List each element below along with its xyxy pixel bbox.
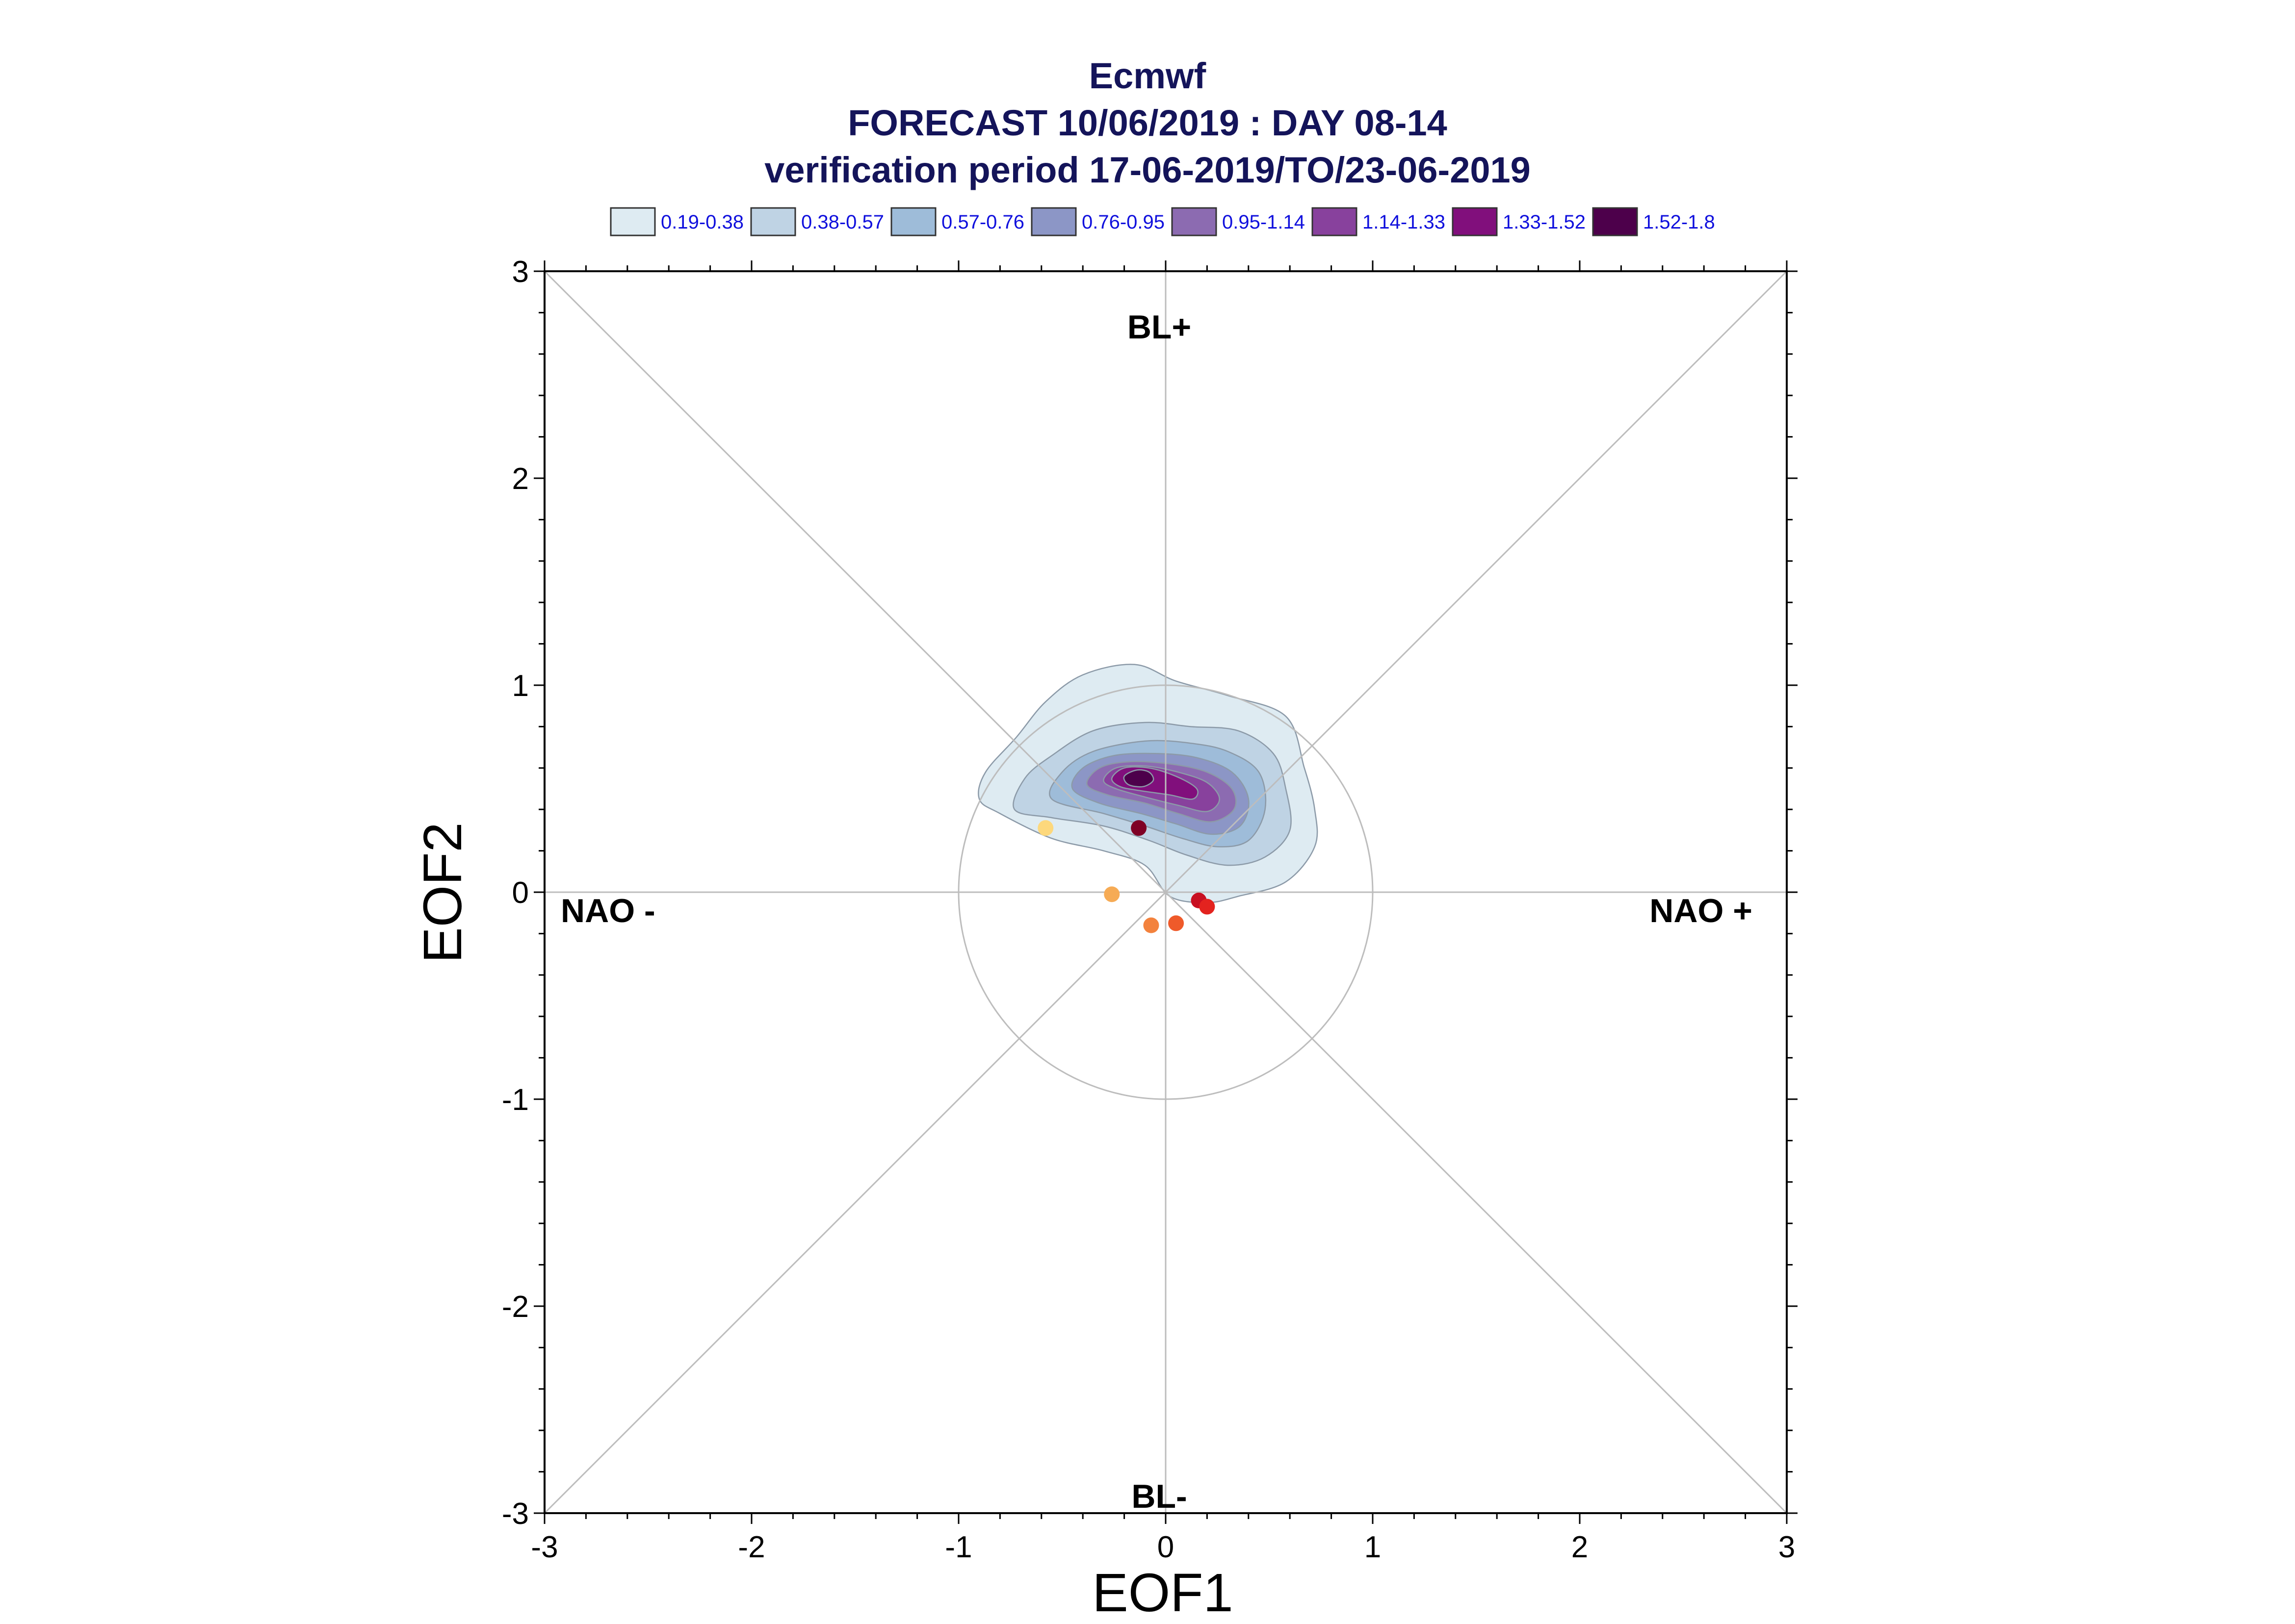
legend-swatch	[750, 207, 796, 236]
density-contours	[978, 664, 1318, 903]
y-tick-label: 1	[512, 669, 529, 703]
legend-swatch	[1031, 207, 1077, 236]
x-tick-label: 0	[1157, 1530, 1174, 1564]
legend-label: 1.52-1.8	[1643, 211, 1715, 233]
y-tick-label: -1	[502, 1083, 529, 1117]
legend: 0.19-0.38 0.38-0.57 0.57-0.76 0.76-0.95 0.95…	[610, 207, 1715, 236]
legend-label: 1.33-1.52	[1503, 211, 1586, 233]
unit-circle	[958, 684, 1374, 1100]
x-tick-label: 1	[1364, 1530, 1381, 1564]
legend-label: 1.14-1.33	[1362, 211, 1445, 233]
region-label-nao-plus: NAO +	[1649, 892, 1752, 929]
y-axis-title: EOF2	[413, 822, 473, 963]
density-contour	[1123, 769, 1154, 788]
legend-swatch	[890, 207, 937, 236]
region-label-nao-minus: NAO -	[561, 892, 655, 929]
reference-guides	[544, 270, 1788, 1514]
member-point	[1104, 886, 1120, 902]
member-point	[1038, 820, 1054, 836]
x-tick-label: 3	[1778, 1530, 1795, 1564]
chart-title-line-1: Ecmwf	[1089, 55, 1206, 96]
region-label-bl-minus: BL-	[1131, 1478, 1187, 1515]
x-tick-label: 2	[1571, 1530, 1588, 1564]
legend-swatch	[1311, 207, 1357, 236]
y-tick-label: -3	[502, 1497, 529, 1531]
member-point	[1131, 820, 1147, 836]
legend-label: 0.57-0.76	[941, 211, 1024, 233]
legend-swatch	[1452, 207, 1498, 236]
member-points	[1038, 820, 1215, 933]
legend-label: 0.95-1.14	[1222, 211, 1305, 233]
chart-title-line-2: FORECAST 10/06/2019 : DAY 08-14	[848, 103, 1447, 143]
chart-title-line-3: verification period 17-06-2019/TO/23-06-…	[764, 150, 1531, 190]
member-point	[1168, 915, 1184, 931]
x-tick-label: -1	[945, 1530, 972, 1564]
legend-swatch	[610, 207, 656, 236]
y-tick-label: 2	[512, 462, 529, 496]
member-point	[1143, 917, 1159, 933]
legend-label: 0.38-0.57	[801, 211, 884, 233]
y-tick-label: -2	[502, 1290, 529, 1324]
x-tick-label: -3	[531, 1530, 558, 1564]
legend-swatch	[1171, 207, 1217, 236]
region-labels: BL+ BL- NAO - NAO +	[561, 309, 1752, 1515]
y-tick-label: 3	[512, 255, 529, 289]
region-label-bl-plus: BL+	[1127, 309, 1191, 346]
legend-label: 0.19-0.38	[661, 211, 744, 233]
legend-label: 0.76-0.95	[1082, 211, 1165, 233]
axes: -3 -2 -1 0 1 2 3 -3 -2 -1 0 1 2 3	[502, 255, 1798, 1564]
x-tick-label: -2	[738, 1530, 765, 1564]
y-tick-label: 0	[512, 876, 529, 910]
legend-swatch	[1592, 207, 1638, 236]
member-point	[1199, 899, 1215, 915]
x-axis-title: EOF1	[1092, 1563, 1233, 1623]
